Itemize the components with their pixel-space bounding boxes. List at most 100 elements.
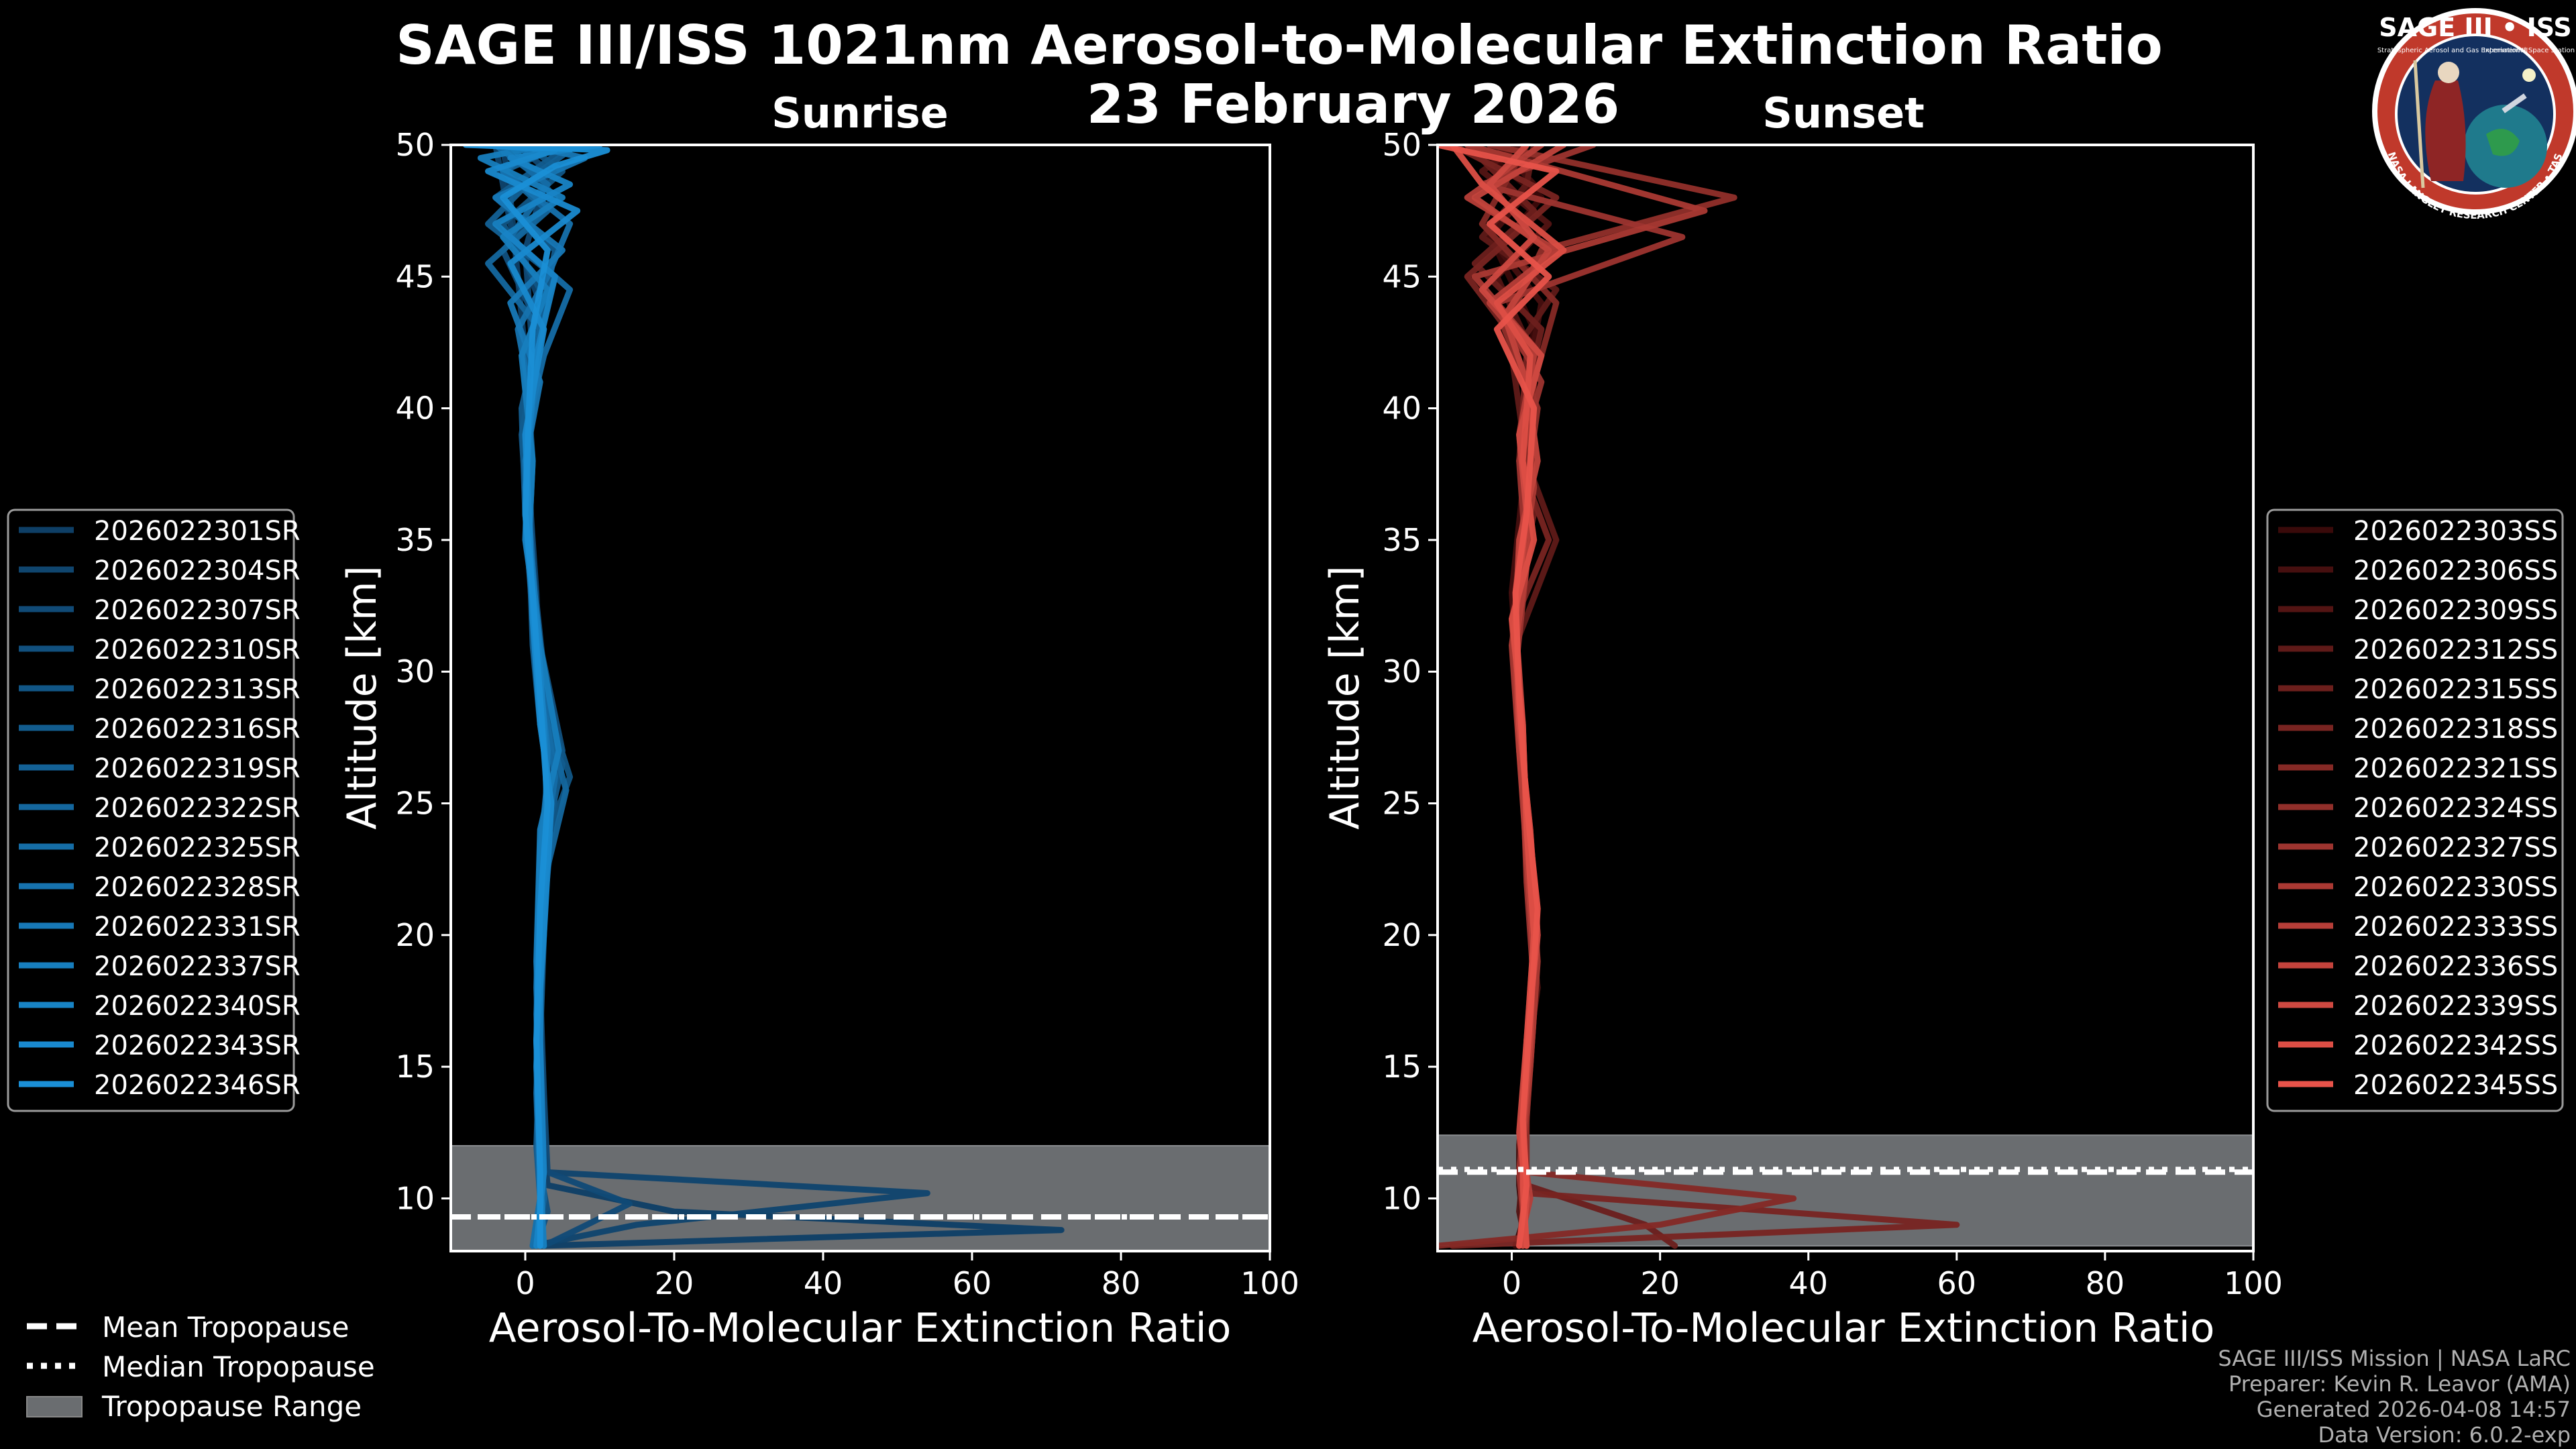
sunset-xtick-label-0: 0 <box>1502 1265 1521 1301</box>
sunset-legend-label-2026022345SS: 2026022345SS <box>2353 1070 2558 1101</box>
sunrise-ytick-label-30: 30 <box>395 653 435 690</box>
sunset-legend-label-2026022339SS: 2026022339SS <box>2353 991 2558 1022</box>
sunset-ylabel: Altitude [km] <box>1322 566 1368 830</box>
sunset-legend-label-2026022324SS: 2026022324SS <box>2353 793 2558 824</box>
sunset-ytick-label-10: 10 <box>1382 1180 1421 1216</box>
sunset-legend-frame <box>2266 508 2564 1112</box>
sunrise-ytick-label-45: 45 <box>395 258 435 294</box>
sunset-xtick-label-60: 60 <box>1937 1265 1977 1301</box>
figure-title: SAGE III/ISS 1021nm Aerosol-to-Molecular… <box>396 14 2163 76</box>
logo-title: SAGE III • ISS <box>2379 13 2572 42</box>
sunrise-legend-label-2026022316SR: 2026022316SR <box>94 714 301 745</box>
logo-iss <box>2502 93 2527 113</box>
sunset-legend-label-2026022306SS: 2026022306SS <box>2353 555 2558 586</box>
footer: SAGE III/ISS Mission | NASA LaRC Prepare… <box>2218 1346 2571 1448</box>
sunset-xtick-label-40: 40 <box>1788 1265 1828 1301</box>
sunset-ytick-label-50: 50 <box>1382 127 1421 163</box>
sunset-series-2026022345SS <box>1438 145 1560 1249</box>
figure-date: 23 February 2026 <box>1087 73 1620 136</box>
sunset-legend-label-2026022333SS: 2026022333SS <box>2353 912 2558 943</box>
sunset-ytick-label-25: 25 <box>1382 786 1421 822</box>
footer-generated: Generated 2026-04-08 14:57 <box>2257 1397 2571 1422</box>
sunset-legend-label-2026022309SS: 2026022309SS <box>2353 595 2558 626</box>
sunrise-legend-label-2026022304SR: 2026022304SR <box>94 555 301 586</box>
footer-preparer: Preparer: Kevin R. Leavor (AMA) <box>2229 1371 2571 1397</box>
median-tropopause-label: Median Tropopause <box>102 1350 375 1383</box>
sunset-xlabel: Aerosol-To-Molecular Extinction Ratio <box>1472 1305 2215 1352</box>
sunrise-panel-title: Sunrise <box>771 89 949 138</box>
sunrise-ylabel: Altitude [km] <box>339 566 386 830</box>
sunset-ytick-label-15: 15 <box>1382 1049 1421 1085</box>
sunset-legend: 2026022303SS 2026022306SS 2026022309SS 2026… <box>2266 508 2564 1112</box>
sunrise-legend-label-2026022313SR: 2026022313SR <box>94 674 301 705</box>
sunrise-legend-label-2026022328SR: 2026022328SR <box>94 872 301 903</box>
sunset-legend-label-2026022327SS: 2026022327SS <box>2353 833 2558 863</box>
sunrise-xtick-label-20: 20 <box>655 1265 694 1301</box>
sunrise-xtick-label-60: 60 <box>953 1265 992 1301</box>
sunrise-legend-label-2026022322SR: 2026022322SR <box>94 793 301 824</box>
sunset-plot: 0 20 40 60 80 100 10 15 20 25 30 35 40 45 50 <box>1382 127 2282 1301</box>
sunrise-series-group <box>451 145 1270 1251</box>
sunset-legend-label-2026022312SS: 2026022312SS <box>2353 635 2558 665</box>
sunset-ytick-label-30: 30 <box>1382 653 1421 690</box>
sunrise-ytick-label-25: 25 <box>395 786 435 822</box>
sunrise-xlabel: Aerosol-To-Molecular Extinction Ratio <box>489 1305 1232 1352</box>
sunset-legend-label-2026022342SS: 2026022342SS <box>2353 1030 2558 1061</box>
sunrise-ytick-label-10: 10 <box>395 1180 435 1216</box>
sunrise-ytick-label-35: 35 <box>395 522 435 558</box>
footer-mission: SAGE III/ISS Mission | NASA LaRC <box>2218 1346 2571 1371</box>
sunset-ytick-label-45: 45 <box>1382 258 1421 294</box>
tropopause-legend: Mean Tropopause Median Tropopause Tropop… <box>26 1311 375 1423</box>
sunset-legend-label-2026022330SS: 2026022330SS <box>2353 872 2558 903</box>
tropopause-range-label: Tropopause Range <box>101 1390 362 1423</box>
sunrise-ytick-label-15: 15 <box>395 1049 435 1085</box>
logo-figure-robe <box>2425 80 2466 181</box>
logo-figure-head <box>2438 62 2459 83</box>
sunrise-legend-label-2026022310SR: 2026022310SR <box>94 635 301 665</box>
sunrise-plot-frame <box>449 144 1271 1252</box>
sunset-ytick-label-35: 35 <box>1382 522 1421 558</box>
mean-tropopause-label: Mean Tropopause <box>102 1311 349 1344</box>
sunset-panel-title: Sunset <box>1762 89 1925 138</box>
tropopause-range-swatch <box>26 1396 83 1417</box>
sunrise-legend-label-2026022337SR: 2026022337SR <box>94 951 301 982</box>
sunrise-xtick-label-0: 0 <box>515 1265 535 1301</box>
sunset-ytick-label-40: 40 <box>1382 390 1421 427</box>
sunset-legend-label-2026022303SS: 2026022303SS <box>2353 516 2558 547</box>
sunrise-legend-label-2026022301SR: 2026022301SR <box>94 516 301 547</box>
sunset-ytick-label-20: 20 <box>1382 917 1421 953</box>
sunrise-ytick-label-20: 20 <box>395 917 435 953</box>
sunrise-legend-label-2026022325SR: 2026022325SR <box>94 833 301 863</box>
footer-version: Data Version: 6.0.2-exp <box>2318 1422 2571 1448</box>
logo-subtitle-right: International Space Station <box>2483 47 2575 54</box>
sunset-series-group <box>1438 145 2253 1249</box>
sunrise-plot: 0 20 40 60 80 100 10 15 20 25 30 35 40 45 50 <box>395 127 1299 1301</box>
sunrise-series-2026022346SR <box>462 145 610 1249</box>
sunrise-legend-frame <box>7 508 295 1112</box>
logo-moon <box>2522 68 2536 82</box>
sunrise-legend-label-2026022307SR: 2026022307SR <box>94 595 301 626</box>
sunrise-legend: 2026022301SR 2026022304SR 2026022307SR 2026… <box>7 508 301 1112</box>
sunrise-plot-background <box>451 145 1270 1251</box>
sunrise-legend-label-2026022343SR: 2026022343SR <box>94 1030 301 1061</box>
logo-staff <box>2413 60 2425 189</box>
sunset-legend-label-2026022315SS: 2026022315SS <box>2353 674 2558 705</box>
sunrise-xtick-label-40: 40 <box>804 1265 843 1301</box>
sunrise-ytick-label-40: 40 <box>395 390 435 427</box>
sunrise-legend-label-2026022346SR: 2026022346SR <box>94 1070 301 1101</box>
sunrise-xtick-label-100: 100 <box>1240 1265 1299 1301</box>
sunrise-legend-label-2026022331SR: 2026022331SR <box>94 912 301 943</box>
sunset-plot-frame <box>1436 144 2255 1252</box>
sunset-plot-background <box>1438 145 2253 1251</box>
sunset-legend-label-2026022321SS: 2026022321SS <box>2353 753 2558 784</box>
sunset-xtick-label-100: 100 <box>2224 1265 2283 1301</box>
logo-earth-land <box>2486 129 2520 156</box>
sunrise-legend-label-2026022340SR: 2026022340SR <box>94 991 301 1022</box>
sunrise-legend-label-2026022319SR: 2026022319SR <box>94 753 301 784</box>
sunrise-ytick-label-50: 50 <box>395 127 435 163</box>
sunset-xtick-label-20: 20 <box>1640 1265 1680 1301</box>
logo-subtitle-left: Stratospheric Aerosol and Gas Experiment… <box>2377 47 2528 54</box>
sunrise-xtick-label-80: 80 <box>1102 1265 1141 1301</box>
sunset-legend-label-2026022336SS: 2026022336SS <box>2353 951 2558 982</box>
